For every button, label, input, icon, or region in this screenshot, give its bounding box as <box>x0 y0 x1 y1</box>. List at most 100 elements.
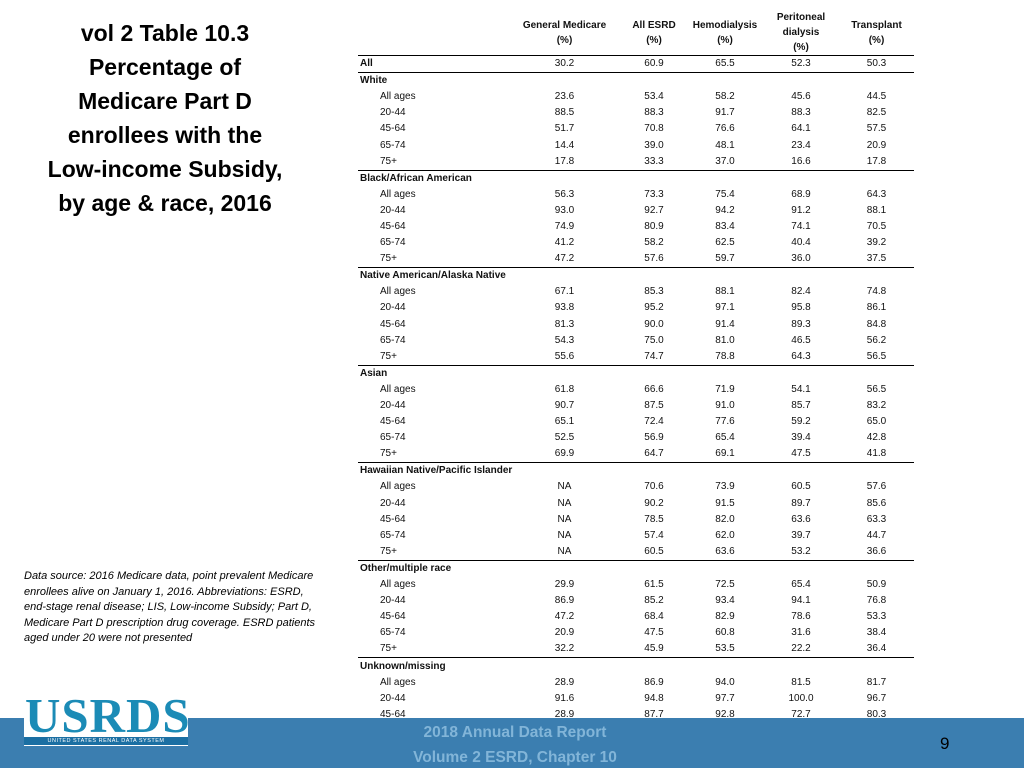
value-cell: 17.8 <box>866 155 887 167</box>
value-cell: 41.2 <box>554 237 575 249</box>
table-row: All ages 56.3 73.3 75.4 68.9 64.3 <box>358 187 914 203</box>
row-label: 45-64 <box>380 123 406 135</box>
value-cell: 47.5 <box>791 448 811 460</box>
value-cell: 73.3 <box>644 188 664 200</box>
empty-cell <box>687 73 763 90</box>
value-cell: 48.1 <box>715 139 735 151</box>
table-row: 20-44 93.8 95.2 97.1 95.8 86.1 <box>358 300 914 316</box>
value-cell: 57.6 <box>644 253 664 265</box>
row-label: All ages <box>380 481 416 493</box>
value-cell: 20.9 <box>866 139 887 151</box>
value-cell: 94.2 <box>715 204 735 216</box>
group-header-row: Unknown/missing <box>358 657 914 675</box>
value-cell: NA <box>557 481 572 493</box>
value-cell: 72.7 <box>791 708 811 720</box>
value-cell: 47.2 <box>554 611 575 623</box>
table-row: All ages 61.8 66.6 71.9 54.1 56.5 <box>358 382 914 398</box>
empty-cell <box>687 364 763 382</box>
empty-cell <box>687 559 763 577</box>
table-row: 45-64 28.9 87.7 92.8 72.7 80.3 <box>358 707 914 723</box>
table-row: 45-64 51.7 70.8 76.6 64.1 57.5 <box>358 121 914 137</box>
value-cell: 47.2 <box>554 253 575 265</box>
value-cell: 52.5 <box>554 432 575 444</box>
header-hemodialysis: Hemodialysis (%) <box>692 19 758 46</box>
value-cell: 64.7 <box>644 448 664 460</box>
title-line: by age & race, 2016 <box>58 190 272 216</box>
table-header-row: General Medicare (%) All ESRD (%) Hemodial… <box>358 10 914 56</box>
group-label: White <box>360 75 388 87</box>
value-cell: 37.0 <box>715 155 735 167</box>
empty-cell <box>839 73 914 90</box>
value-cell: 28.9 <box>554 708 575 720</box>
value-cell: 53.2 <box>791 545 811 557</box>
table-row: All ages 67.1 85.3 88.1 82.4 74.8 <box>358 284 914 300</box>
row-label: 75+ <box>380 545 397 557</box>
table-row: 65-74 52.5 56.9 65.4 39.4 42.8 <box>358 430 914 446</box>
table-row: 65-74 NA 57.4 62.0 39.7 44.7 <box>358 528 914 544</box>
value-cell: 50.3 <box>839 54 914 74</box>
value-cell: 65.5 <box>687 54 763 74</box>
group-header-row: Asian <box>358 364 914 382</box>
row-label: 20-44 <box>380 107 406 119</box>
row-label: 45-64 <box>380 513 406 525</box>
empty-cell <box>763 559 839 577</box>
empty-cell <box>839 267 914 285</box>
row-label: All ages <box>380 91 416 103</box>
value-cell: 56.2 <box>866 334 887 346</box>
empty-cell <box>763 364 839 382</box>
table-row: 45-64 81.3 90.0 91.4 89.3 84.8 <box>358 317 914 333</box>
value-cell: 70.8 <box>644 123 664 135</box>
value-cell: 62.5 <box>715 237 735 249</box>
value-cell: 29.9 <box>554 579 575 591</box>
row-label: 75+ <box>380 350 397 362</box>
table-row: 65-74 54.3 75.0 81.0 46.5 56.2 <box>358 333 914 349</box>
value-cell: 89.3 <box>791 318 811 330</box>
value-cell: 39.0 <box>644 139 664 151</box>
header-label-cell <box>358 10 508 56</box>
header-all-esrd: All ESRD (%) <box>632 19 676 46</box>
value-cell: 53.5 <box>715 643 735 655</box>
value-cell: 82.4 <box>791 286 811 298</box>
value-cell: 22.2 <box>791 643 811 655</box>
header-transplant: Transplant (%) <box>851 19 902 46</box>
row-label: 20-44 <box>380 497 406 509</box>
row-label: 45-64 <box>380 416 406 428</box>
value-cell: 64.3 <box>866 188 887 200</box>
group-label: Hawaiian Native/Pacific Islander <box>358 462 512 480</box>
value-cell: 65.4 <box>791 579 811 591</box>
table-row: 65-74 41.2 58.2 62.5 40.4 39.2 <box>358 235 914 251</box>
value-cell: 30.2 <box>508 54 621 74</box>
value-cell: 50.9 <box>866 579 887 591</box>
value-cell: 59.2 <box>791 416 811 428</box>
value-cell: 55.6 <box>554 350 575 362</box>
empty-cell <box>839 559 914 577</box>
table-row: 20-44 86.9 85.2 93.4 94.1 76.8 <box>358 593 914 609</box>
row-label: 65-74 <box>380 139 406 151</box>
value-cell: 87.5 <box>644 400 664 412</box>
logo-text: USRDS <box>25 688 191 743</box>
value-cell: NA <box>557 513 572 525</box>
value-cell: 56.5 <box>866 383 887 395</box>
value-cell: 90.2 <box>644 497 664 509</box>
group-header-row: White <box>358 73 914 90</box>
group-header-row: Hawaiian Native/Pacific Islander <box>358 462 914 480</box>
row-label: 75+ <box>380 448 397 460</box>
value-cell: 81.7 <box>866 676 887 688</box>
value-cell: 87.7 <box>644 708 664 720</box>
value-cell: 59.7 <box>715 253 735 265</box>
value-cell: 77.6 <box>715 416 735 428</box>
row-label: 65-74 <box>380 237 406 249</box>
value-cell: 97.7 <box>715 692 735 704</box>
empty-cell <box>621 657 687 675</box>
value-cell: 63.6 <box>791 513 811 525</box>
table-row: 75+ 47.2 57.6 59.7 36.0 37.5 <box>358 251 914 268</box>
value-cell: 96.7 <box>866 692 887 704</box>
empty-cell <box>839 462 914 480</box>
report-line-2: Volume 2 ESRD, Chapter 10 <box>413 749 617 766</box>
empty-cell <box>508 657 621 675</box>
value-cell: NA <box>557 545 572 557</box>
value-cell: 54.1 <box>791 383 811 395</box>
empty-cell <box>839 364 914 382</box>
value-cell: 86.9 <box>644 676 664 688</box>
group-header-row: Other/multiple race <box>358 559 914 577</box>
